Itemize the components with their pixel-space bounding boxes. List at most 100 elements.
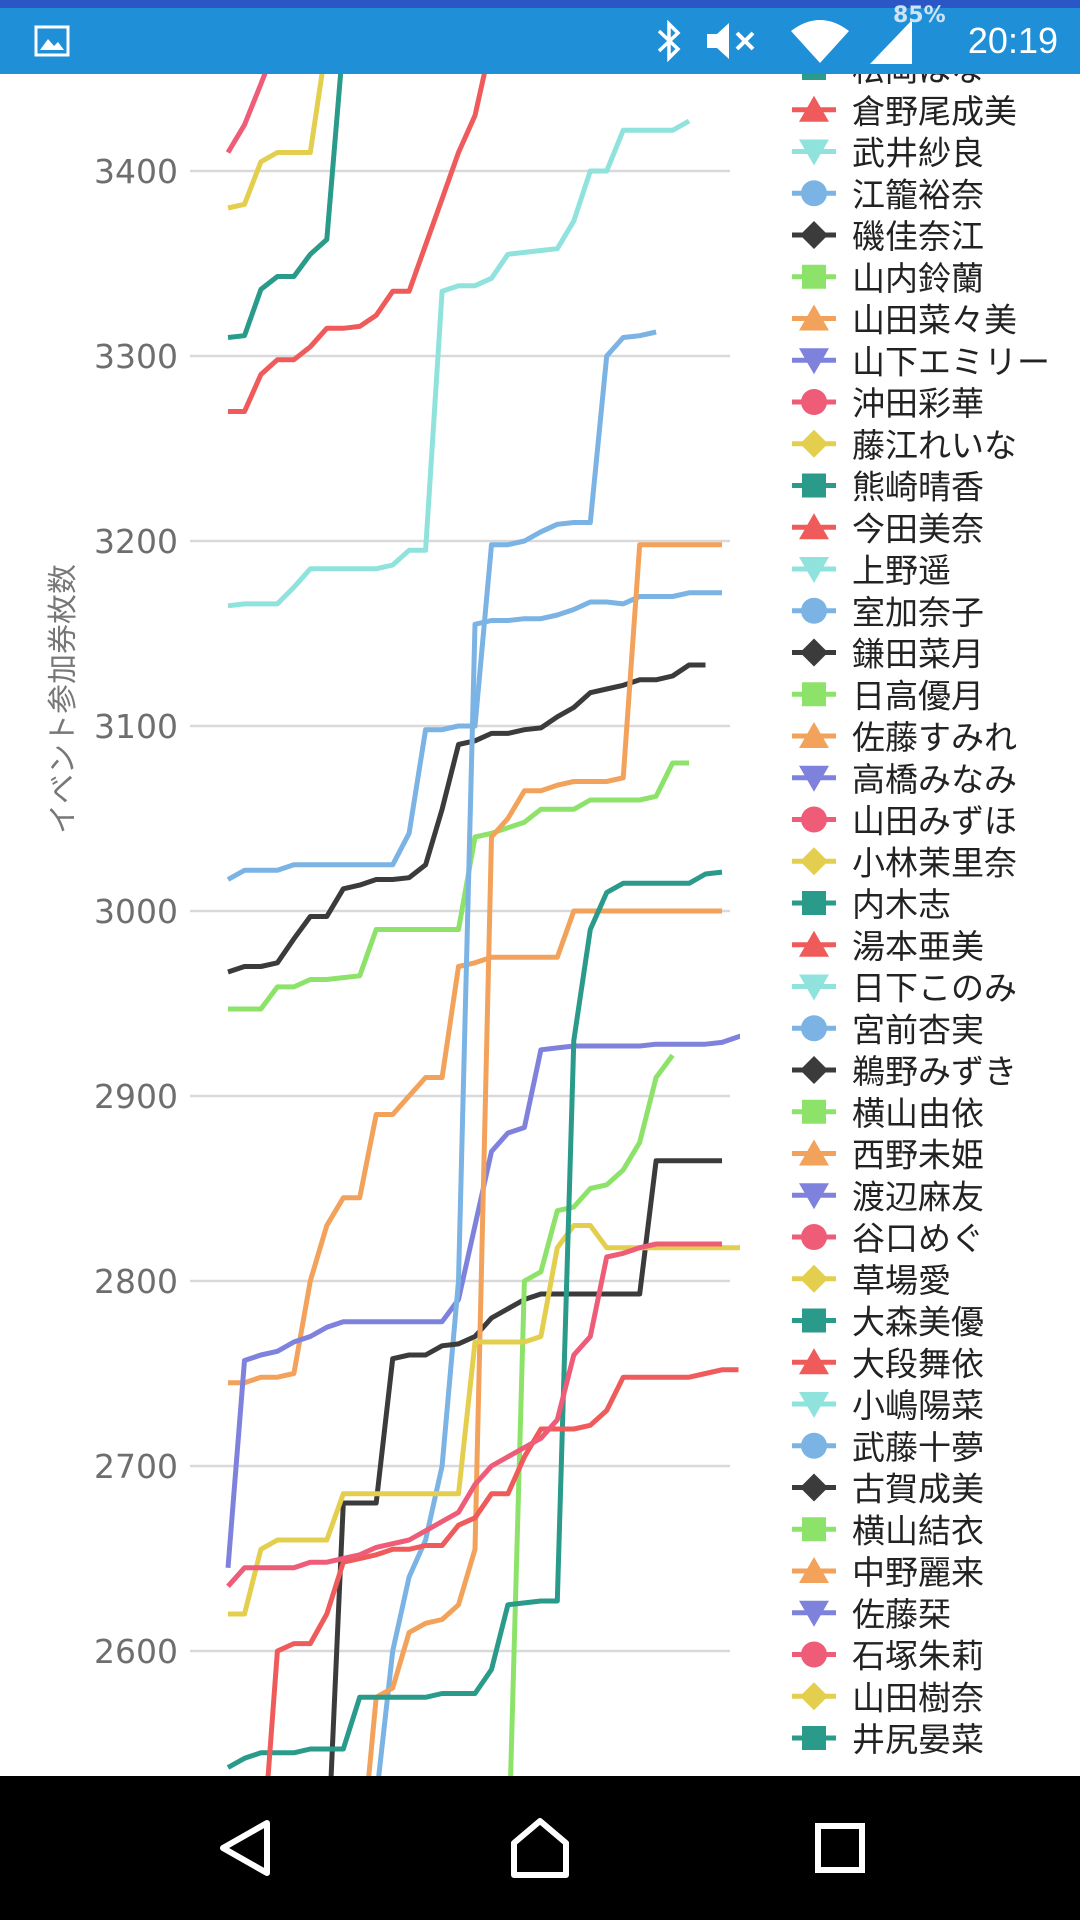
series-line-16 xyxy=(366,542,722,1776)
legend-marker-3 xyxy=(801,180,827,207)
recents-icon[interactable] xyxy=(810,1776,870,1920)
legend-marker-32 xyxy=(799,1392,829,1418)
legend-marker-7 xyxy=(799,348,829,375)
legend-label-0: 松岡はな xyxy=(852,74,984,89)
status-bar: 85% 20:19 xyxy=(0,3,1080,74)
y-tick-label-2600: 2600 xyxy=(94,1632,178,1671)
legend-marker-40 xyxy=(802,1726,826,1750)
series-line-15 xyxy=(508,1053,675,1776)
legend-label-18: 山田みずほ xyxy=(852,802,1017,841)
legend-label-31: 大段舞依 xyxy=(852,1344,984,1383)
legend-label-19: 小林茉里奈 xyxy=(852,843,1017,882)
legend-label-25: 横山由依 xyxy=(852,1094,984,1133)
legend-marker-16 xyxy=(799,722,829,748)
home-icon[interactable] xyxy=(503,1776,577,1920)
legend-label-29: 草場愛 xyxy=(852,1261,951,1300)
series-line-5 xyxy=(228,760,690,1012)
legend-label-8: 沖田彩華 xyxy=(852,384,984,423)
legend-marker-9 xyxy=(800,429,828,458)
legend-label-4: 磯佳奈江 xyxy=(852,217,984,256)
legend-marker-2 xyxy=(799,139,829,166)
legend-label-24: 鵜野みずき xyxy=(852,1052,1017,1091)
series-line-1 xyxy=(228,74,487,414)
legend-marker-38 xyxy=(801,1641,827,1668)
legend-label-37: 佐藤栞 xyxy=(852,1595,951,1634)
series-line-19 xyxy=(228,1223,740,1617)
legend-label-5: 山内鈴蘭 xyxy=(852,259,984,298)
legend-marker-10 xyxy=(802,473,826,498)
chart-area: 2600 2700 2800 2900 3000 3100 3200 3300 3400 イベント… xyxy=(0,74,1080,1776)
series-line-14 xyxy=(328,1158,722,1776)
legend-marker-5 xyxy=(802,264,826,289)
legend-label-9: 藤江れいな xyxy=(852,426,1017,465)
legend-label-2: 武井紗良 xyxy=(852,134,984,173)
legend-marker-4 xyxy=(800,221,828,249)
legend-marker-26 xyxy=(799,1139,829,1166)
legend-label-40: 井尻晏菜 xyxy=(852,1720,984,1759)
legend-marker-17 xyxy=(799,765,829,792)
legend-label-13: 室加奈子 xyxy=(852,593,984,632)
y-tick-label-3300: 3300 xyxy=(94,337,178,376)
image-icon xyxy=(34,8,70,74)
series-line-20 xyxy=(226,869,723,1770)
legend-label-30: 大森美優 xyxy=(852,1303,984,1342)
legend-marker-13 xyxy=(801,597,827,624)
legend-label-36: 中野麗来 xyxy=(852,1553,984,1592)
legend-label-3: 江籠裕奈 xyxy=(852,175,984,214)
legend-marker-19 xyxy=(800,847,828,876)
series-line-18 xyxy=(225,74,268,154)
legend-marker-11 xyxy=(799,513,829,540)
legend-label-16: 佐藤すみれ xyxy=(852,718,1017,757)
clock-time: 20:19 xyxy=(967,20,1058,61)
legend-label-11: 今田美奈 xyxy=(852,509,984,548)
y-tick-label-3200: 3200 xyxy=(94,522,178,561)
legend-marker-33 xyxy=(801,1432,827,1459)
y-tick-label-2900: 2900 xyxy=(94,1077,178,1116)
series-lines xyxy=(225,74,740,1776)
legend-label-6: 山田菜々美 xyxy=(852,301,1017,340)
y-axis-label: イベント参加券枚数 xyxy=(46,564,81,834)
legend-label-15: 日高優月 xyxy=(852,676,984,715)
series-line-3 xyxy=(226,329,657,882)
legend-label-14: 鎌田菜月 xyxy=(852,635,984,674)
legend-label-1: 倉野尾成美 xyxy=(852,92,1017,131)
legend-label-12: 上野遥 xyxy=(852,551,951,590)
y-tick-label-3400: 3400 xyxy=(94,152,178,191)
series-line-6 xyxy=(228,908,722,1386)
legend-marker-8 xyxy=(801,389,827,415)
series-line-7 xyxy=(225,1033,740,1568)
legend-label-35: 横山結衣 xyxy=(852,1511,984,1550)
legend-marker-28 xyxy=(801,1224,827,1250)
legend-label-7: 山下エミリー xyxy=(852,342,1050,381)
bluetooth-icon xyxy=(654,8,684,74)
series-line-10 xyxy=(227,74,344,340)
legend-label-27: 渡辺麻友 xyxy=(852,1177,984,1216)
battery-percent: 85% xyxy=(893,2,946,28)
y-tick-label-3100: 3100 xyxy=(94,707,178,746)
legend-marker-39 xyxy=(800,1682,828,1711)
legend-marker-30 xyxy=(802,1308,826,1333)
y-tick-label-2700: 2700 xyxy=(94,1447,178,1486)
legend-marker-37 xyxy=(799,1600,829,1627)
y-tick-label-3000: 3000 xyxy=(94,892,178,931)
series-line-21 xyxy=(265,1367,739,1776)
legend-marker-24 xyxy=(800,1056,828,1084)
legend-marker-20 xyxy=(802,891,826,915)
legend-marker-34 xyxy=(800,1473,828,1502)
legend-marker-31 xyxy=(799,1348,829,1375)
legend-marker-36 xyxy=(799,1557,829,1583)
back-icon[interactable] xyxy=(210,1776,280,1920)
legend-label-39: 山田樹奈 xyxy=(852,1678,984,1717)
legend-label-17: 高橋みなみ xyxy=(852,760,1017,799)
legend-label-28: 谷口めぐ xyxy=(852,1219,984,1258)
legend-label-10: 熊崎晴香 xyxy=(852,468,984,507)
legend-label-22: 日下このみ xyxy=(852,969,1017,1008)
series-line-4 xyxy=(227,662,706,975)
legend-marker-35 xyxy=(802,1517,826,1542)
legend-label-34: 古賀成美 xyxy=(852,1470,984,1509)
legend-label-21: 湯本亜美 xyxy=(852,927,984,966)
legend-label-26: 西野未姫 xyxy=(852,1136,984,1175)
legend-label-38: 石塚朱莉 xyxy=(852,1637,984,1676)
legend-marker-29 xyxy=(800,1264,828,1293)
signal-icon xyxy=(868,8,914,74)
